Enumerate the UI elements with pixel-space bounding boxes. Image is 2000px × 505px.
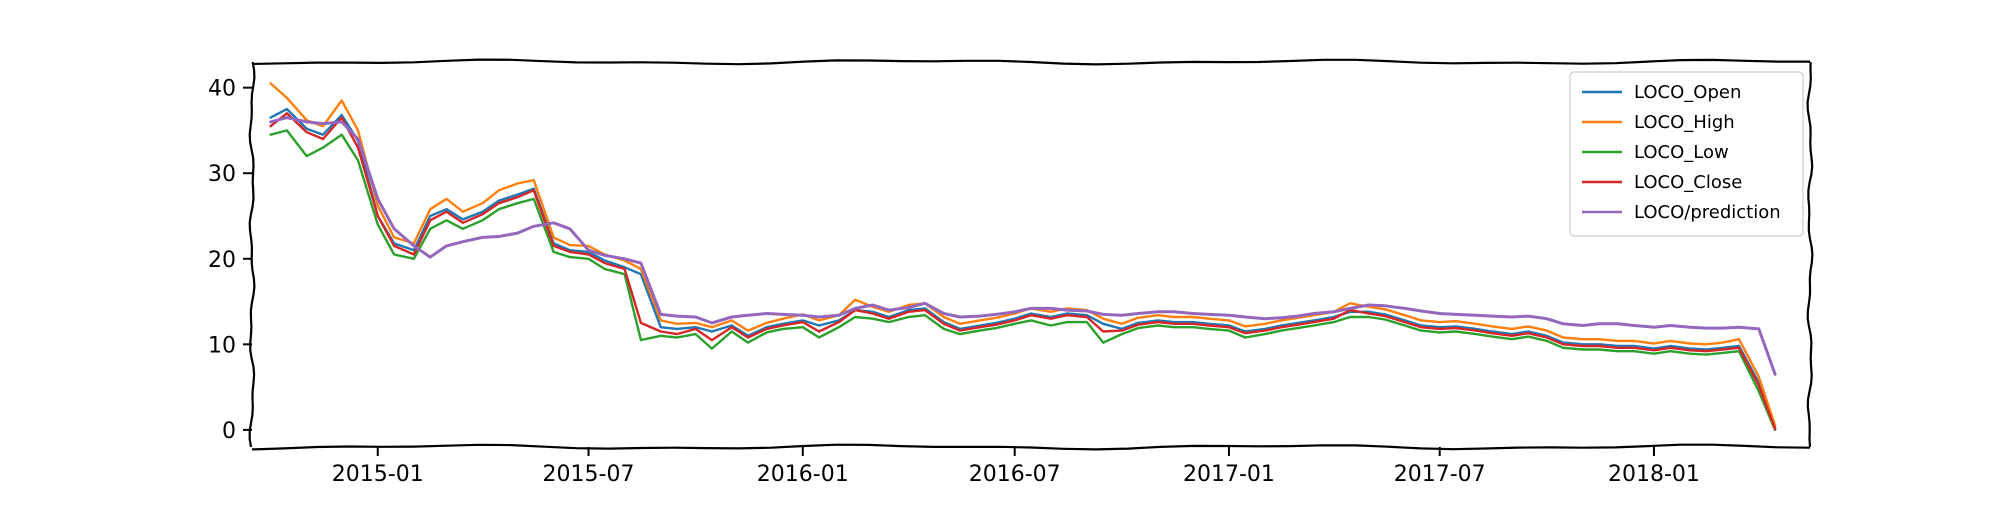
x-tick-label: 2015-07	[543, 462, 635, 487]
legend-label: LOCO/prediction	[1634, 202, 1781, 223]
y-tick-label: 0	[222, 419, 236, 444]
y-tick-label: 10	[208, 333, 236, 358]
x-axis: 2015-01 2015-07 2016-01 2016-07 2017-01 2017-…	[332, 447, 1700, 487]
x-tick-label: 2018-01	[1608, 462, 1700, 487]
y-axis: 0 10 20 30 40	[208, 77, 252, 444]
legend-label: LOCO_Close	[1634, 172, 1742, 193]
series-line-loco-open	[269, 107, 1777, 430]
x-tick-label: 2017-07	[1394, 462, 1486, 487]
legend-label: LOCO_Low	[1634, 142, 1729, 163]
series-layer	[269, 82, 1777, 432]
x-tick-label: 2016-07	[969, 462, 1061, 487]
legend-frame	[1569, 71, 1804, 237]
legend-label: LOCO_High	[1634, 112, 1735, 133]
series-line-loco-close	[269, 112, 1777, 431]
legend: LOCO_Open LOCO_High LOCO_Low LOCO_Close LOCO…	[1569, 71, 1804, 237]
axes-frame	[248, 58, 1814, 451]
x-tick-label: 2016-01	[757, 462, 849, 487]
series-line-loco-high	[269, 82, 1777, 427]
series-line-loco-prediction	[269, 116, 1777, 376]
series-line-loco-low	[269, 129, 1777, 432]
legend-label: LOCO_Open	[1634, 82, 1741, 103]
x-tick-label: 2017-01	[1183, 462, 1275, 487]
y-tick-label: 30	[208, 162, 236, 187]
x-tick-label: 2015-01	[332, 462, 424, 487]
y-tick-label: 40	[208, 77, 236, 102]
y-tick-label: 20	[208, 248, 236, 273]
